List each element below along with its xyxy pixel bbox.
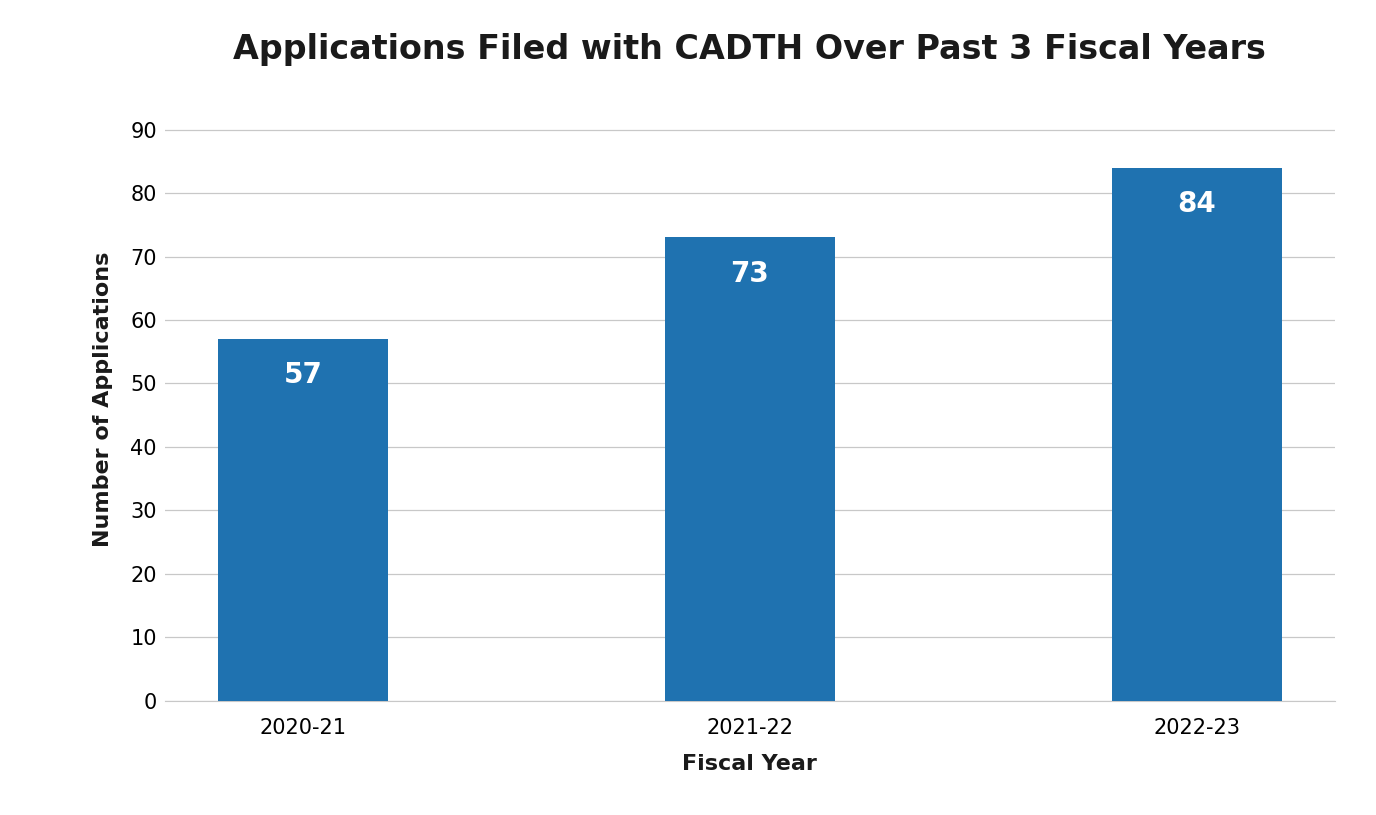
Text: 57: 57 (283, 361, 322, 390)
Title: Applications Filed with CADTH Over Past 3 Fiscal Years: Applications Filed with CADTH Over Past … (234, 33, 1266, 66)
Bar (219, 339, 388, 701)
X-axis label: Fiscal Year: Fiscal Year (682, 754, 817, 774)
Text: 73: 73 (731, 260, 769, 288)
Bar (665, 237, 835, 701)
Text: 84: 84 (1178, 190, 1216, 218)
Bar (1112, 168, 1281, 701)
Y-axis label: Number of Applications: Number of Applications (94, 252, 113, 547)
